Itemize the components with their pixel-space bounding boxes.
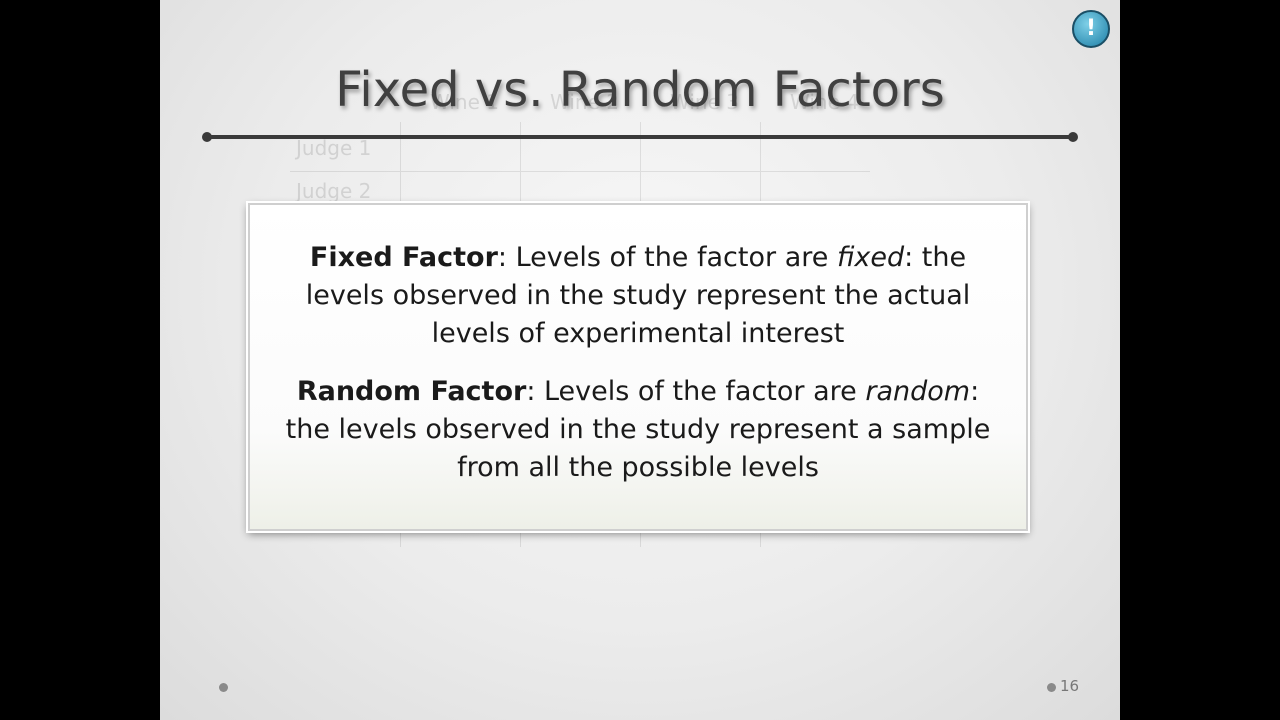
definition-box: Fixed Factor: Levels of the factor are f… — [248, 203, 1028, 531]
emphasis: random — [865, 376, 971, 407]
title-rule — [202, 132, 1078, 142]
definition: Fixed Factor: Levels of the factor are f… — [274, 239, 1002, 353]
footer-dot — [1047, 683, 1056, 692]
emphasis: fixed — [836, 242, 905, 273]
text: : Levels of the factor are — [526, 376, 866, 407]
term: Random Factor — [296, 376, 527, 407]
column-header: Wine 1 — [430, 90, 499, 114]
row-label: Judge 2 — [296, 179, 372, 203]
term: Fixed Factor — [309, 242, 498, 273]
column-header: Wine 3 — [670, 90, 739, 114]
table-row: Judge 1 — [290, 128, 870, 172]
column-header: Wine 4 — [790, 90, 859, 114]
footer-dot — [219, 683, 228, 692]
text: : Levels of the factor are — [497, 242, 837, 273]
column-header: Wine 2 — [550, 90, 619, 114]
info-icon[interactable]: ! — [1072, 10, 1110, 48]
slide-title: Fixed vs. Random Factors — [335, 62, 945, 118]
row-label: Judge 1 — [296, 136, 372, 160]
text: : the levels observed in the study repre… — [305, 242, 971, 349]
definition: Random Factor: Levels of the factor are … — [274, 373, 1002, 487]
text: : the levels observed in the study repre… — [285, 376, 991, 483]
page-number: 16 — [1060, 677, 1080, 695]
